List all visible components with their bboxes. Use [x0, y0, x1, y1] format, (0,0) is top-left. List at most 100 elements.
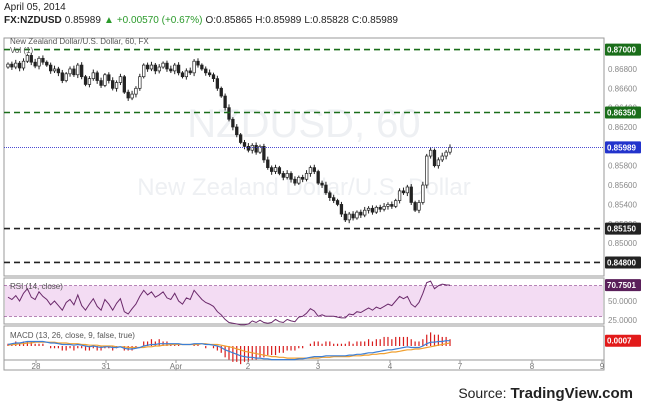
candle-up	[273, 167, 278, 172]
candle-up	[134, 87, 138, 95]
candle-up	[366, 207, 371, 211]
y-tick-label: 0.86800	[608, 65, 637, 74]
x-tick-label: 7	[458, 362, 463, 371]
candle-down	[204, 68, 208, 74]
candle-down	[99, 80, 103, 86]
candle-down	[83, 76, 88, 85]
last-price-label: 0.85989	[607, 143, 636, 152]
candle-down	[293, 178, 297, 184]
candle-up	[14, 62, 18, 68]
candle-up	[394, 200, 398, 207]
candle-down	[207, 72, 212, 76]
candle-down	[48, 64, 53, 72]
x-tick-label: 9	[600, 362, 605, 371]
candle-down	[281, 173, 285, 178]
candle-down	[33, 61, 37, 67]
level-label: 0.85150	[607, 225, 636, 234]
candle-down	[29, 55, 33, 63]
candle-up	[161, 62, 165, 68]
candle-down	[339, 204, 344, 215]
macd-title: MACD (13, 26, close, 9, false, true)	[10, 331, 135, 340]
price-pane-title: New Zealand Dollar/U.S. Dollar, 60, FX	[10, 37, 149, 46]
candle-up	[436, 159, 441, 167]
candle-up	[130, 93, 134, 99]
candle-up	[6, 63, 10, 68]
open-value: O:0.85865	[205, 15, 253, 26]
y-tick-label: 0.85000	[608, 239, 637, 248]
candle-up	[157, 66, 161, 72]
candle-up	[52, 68, 57, 72]
last-price: 0.85989	[64, 15, 101, 26]
candle-down	[165, 62, 169, 70]
candle-up	[297, 176, 301, 184]
candle-up	[386, 204, 390, 207]
candle-down	[312, 167, 316, 172]
candle-up	[76, 64, 80, 76]
candle-up	[421, 184, 425, 203]
y-tick-label: 0.85800	[608, 162, 637, 171]
candle-down	[351, 213, 355, 219]
signal-line	[7, 341, 451, 359]
x-tick-label: 2	[246, 362, 251, 371]
candle-down	[41, 57, 45, 63]
candle-down	[95, 72, 99, 81]
candle-up	[374, 206, 378, 213]
candle-down	[390, 204, 394, 207]
candle-down	[126, 91, 130, 99]
rsi-line	[7, 280, 451, 326]
candle-up	[397, 190, 402, 201]
level-badge	[605, 106, 641, 119]
candle-down	[200, 64, 204, 70]
candle-down	[378, 206, 382, 210]
candle-up	[142, 64, 146, 78]
candle-down	[277, 167, 282, 174]
rsi-tick-label: 50.0000	[608, 297, 637, 306]
last-price-badge	[605, 141, 641, 154]
candle-down	[176, 64, 181, 74]
candle-up	[425, 155, 429, 186]
level-badge	[605, 222, 641, 235]
close-value: C:0.85989	[351, 15, 398, 26]
x-tick-label: 3	[316, 362, 321, 371]
candle-down	[401, 190, 406, 194]
candle-down	[153, 64, 157, 72]
rsi-last-label: 70.7501	[607, 281, 636, 290]
candle-up	[184, 70, 189, 78]
candle-down	[269, 167, 274, 172]
candle-up	[114, 82, 119, 89]
change-value: +0.00570 (+0.67%)	[116, 15, 203, 26]
candle-up	[382, 205, 386, 210]
source-credit: Source: TradingView.com	[458, 385, 633, 402]
candle-down	[45, 61, 49, 66]
candle-down	[60, 72, 64, 81]
candle-down	[254, 145, 258, 153]
candle-down	[111, 80, 115, 89]
candle-down	[343, 213, 347, 221]
candle-up	[440, 155, 444, 161]
candle-down	[370, 207, 375, 213]
candle-down	[413, 202, 417, 211]
candle-up	[138, 76, 142, 89]
candle-down	[432, 149, 437, 167]
candle-down	[324, 184, 328, 194]
x-tick-label: 28	[32, 362, 41, 371]
high-value: H:0.85989	[255, 15, 302, 26]
candle-down	[219, 87, 223, 97]
candle-up	[258, 146, 262, 153]
macd-last-badge	[605, 334, 641, 347]
candle-up	[363, 209, 367, 216]
macd-pane	[3, 325, 605, 361]
candle-down	[211, 74, 216, 79]
candle-up	[25, 55, 30, 62]
y-tick-label: 0.85400	[608, 200, 637, 209]
candle-down	[223, 95, 227, 109]
symbol-label: FX:NZDUSD	[4, 15, 62, 26]
candle-up	[355, 211, 359, 219]
candle-down	[72, 68, 76, 76]
candle-up	[405, 186, 410, 194]
candle-down	[335, 200, 340, 205]
chart-date: April 05, 2014	[4, 2, 66, 13]
candle-down	[409, 186, 413, 203]
candle-down	[262, 146, 266, 161]
